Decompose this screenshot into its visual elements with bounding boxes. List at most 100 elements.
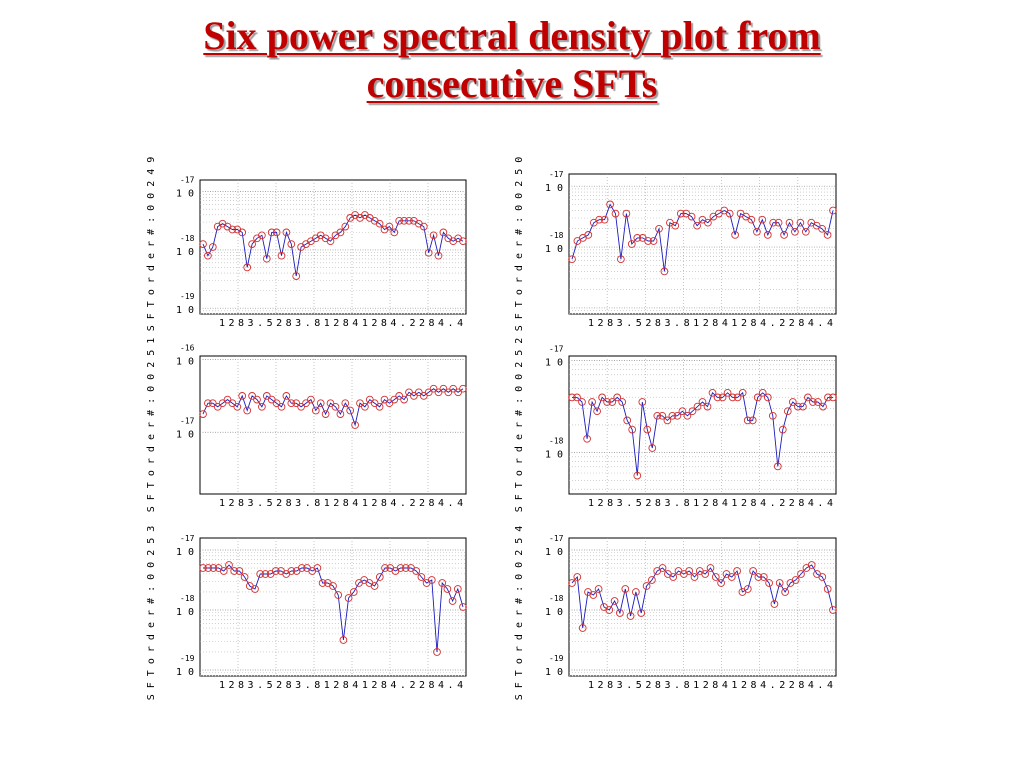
plot-area (199, 179, 467, 315)
data-point (711, 573, 720, 581)
x-tick-label: 8 (751, 318, 757, 329)
data-point (277, 251, 286, 260)
x-tick-label: . (770, 318, 776, 329)
y-tick-exponent: -17 (180, 176, 195, 185)
data-point (262, 392, 271, 400)
data-point (405, 388, 413, 397)
x-tick-label: 2 (419, 498, 425, 509)
data-point (449, 384, 458, 393)
y-tick-label: 1 0 (545, 607, 563, 618)
x-tick-label: 2 (741, 680, 747, 691)
data-point (218, 399, 227, 408)
data-point (778, 425, 787, 434)
data-point (341, 399, 350, 408)
series-line (571, 203, 834, 272)
data-point (230, 567, 239, 575)
x-tick-label: 8 (238, 680, 244, 691)
x-tick-label: 3 (248, 318, 254, 329)
data-point (199, 410, 207, 418)
y-tick-label: 1 0 (545, 450, 563, 461)
x-tick-label: 8 (684, 680, 690, 691)
x-tick-label: . (817, 318, 823, 329)
x-tick-label: 4 (352, 498, 358, 509)
data-point (598, 393, 606, 402)
data-point (204, 564, 213, 572)
data-point (819, 402, 827, 411)
psd-panel-1: 1 0 -17 1 0 -18 1 0 -19 S F T o r d e r # : 0 … (146, 157, 467, 331)
x-tick-label: 4 (390, 498, 396, 509)
x-tick-label: 3 (664, 498, 670, 509)
data-point (419, 392, 428, 400)
data-point (660, 267, 669, 276)
x-tick-label: 2 (409, 498, 415, 509)
data-point (688, 407, 697, 416)
data-point (272, 228, 281, 237)
data-point (349, 588, 358, 596)
data-point (385, 222, 394, 231)
data-point (251, 585, 259, 593)
data-point (622, 209, 631, 218)
data-point (287, 567, 296, 575)
data-point (773, 462, 782, 471)
data-point (583, 434, 591, 443)
data-point (356, 399, 364, 408)
x-tick-label: 4 (808, 498, 814, 509)
data-point (759, 573, 768, 581)
x-tick-label: 1 (324, 498, 330, 509)
data-point (573, 393, 581, 402)
x-tick-label: 2 (779, 498, 785, 509)
x-tick-label: 2 (598, 318, 604, 329)
data-point (725, 209, 734, 218)
x-tick-label: 1 (219, 498, 225, 509)
data-point (608, 398, 617, 406)
x-tick-label: 8 (314, 498, 320, 509)
x-tick-label: 1 (324, 318, 330, 329)
data-point (758, 215, 767, 224)
data-point (578, 624, 587, 632)
data-point (454, 388, 462, 397)
data-point (346, 406, 355, 415)
data-point (573, 573, 582, 581)
x-tick-label: 8 (712, 498, 718, 509)
data-point (638, 398, 647, 406)
side-label: S F T o r d e r # : 0 0 2 5 1 (146, 338, 157, 513)
data-point (603, 398, 611, 406)
y-tick-label: 1 0 (176, 607, 194, 618)
data-point (754, 573, 763, 581)
x-tick-label: 2 (333, 318, 339, 329)
data-point (208, 399, 217, 408)
x-tick-label: 2 (598, 498, 604, 509)
data-point (613, 393, 622, 402)
data-point (287, 240, 296, 248)
x-tick-label: . (400, 680, 406, 691)
x-tick-label: . (626, 498, 632, 509)
x-tick-label: 3 (295, 318, 301, 329)
data-point (297, 564, 306, 572)
x-tick-label: 2 (779, 318, 785, 329)
data-point (774, 218, 783, 227)
data-point (414, 388, 423, 397)
data-point (453, 585, 462, 593)
x-tick-label: 1 (588, 498, 594, 509)
x-tick-label: 8 (343, 318, 349, 329)
x-tick-label: 4 (390, 680, 396, 691)
data-point (708, 388, 717, 397)
data-point (307, 395, 315, 404)
data-point (818, 224, 826, 233)
x-tick-label: 2 (703, 680, 709, 691)
y-tick-exponent: -17 (180, 534, 195, 543)
data-point (336, 228, 345, 237)
x-tick-label: 2 (779, 680, 785, 691)
data-point (326, 237, 335, 246)
data-point (459, 384, 467, 393)
side-label: S F T o r d e r # : 0 0 2 5 3 (146, 526, 157, 701)
y-tick-exponent: -18 (549, 231, 564, 240)
x-tick-label: 1 (731, 318, 737, 329)
x-tick-label: 4 (760, 498, 766, 509)
x-tick-label: . (448, 318, 454, 329)
side-label: S F T o r d e r # : 0 0 2 5 4 (514, 526, 525, 701)
x-tick-label: . (257, 318, 263, 329)
data-point (717, 579, 725, 587)
x-tick-label: 8 (314, 680, 320, 691)
x-tick-label: 8 (684, 498, 690, 509)
